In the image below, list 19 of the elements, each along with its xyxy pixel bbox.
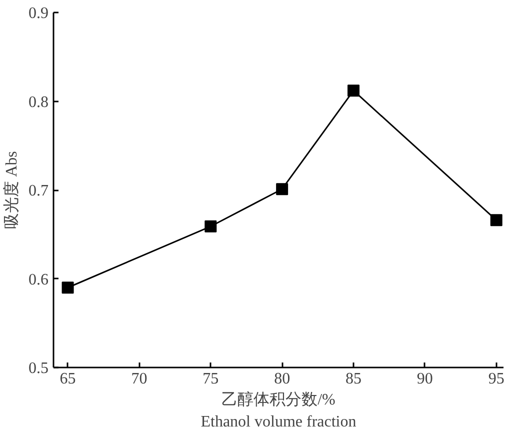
- x-tick-label: 90: [416, 370, 433, 388]
- y-tick-label: 0.5: [28, 360, 48, 377]
- point: [204, 220, 217, 232]
- x-tick-label: 80: [274, 370, 290, 388]
- y-tick-label: 0.7: [28, 182, 48, 200]
- y-tick-label: 0.6: [28, 271, 48, 288]
- x-tick-label: 85: [346, 370, 362, 388]
- point: [276, 183, 288, 196]
- x-tick-label: 65: [60, 370, 76, 388]
- y-axis-title: 吸光度 Abs: [2, 151, 20, 229]
- x-axis-title: 乙醇体积分数/% Ethanol volume fraction: [200, 390, 356, 431]
- x-tick-label: 75: [202, 370, 219, 388]
- point: [490, 214, 502, 226]
- y-tick-label: 0.9: [28, 5, 48, 22]
- point: [348, 84, 360, 97]
- point: [62, 282, 74, 294]
- x-tick-label: 70: [131, 370, 148, 388]
- y-tick-label: 0.8: [28, 94, 48, 111]
- x-tick-label: 95: [488, 370, 504, 388]
